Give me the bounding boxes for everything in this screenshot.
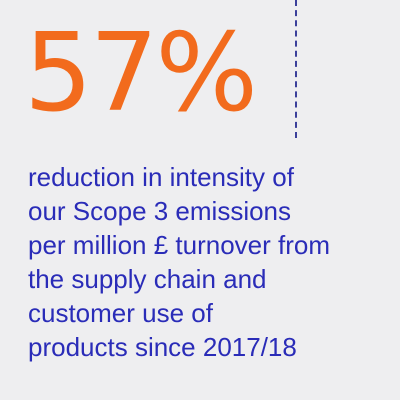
stat-value: 57% — [24, 11, 258, 136]
stat-description-line: customer use of — [28, 298, 213, 328]
stat-description-line: the supply chain and — [28, 264, 267, 294]
stat-description-line: per million £ turnover from — [28, 230, 330, 260]
stat-description-line: reduction in intensity of — [28, 162, 294, 192]
stat-description: reduction in intensity of our Scope 3 em… — [28, 160, 393, 364]
stat-description-line: products since 2017/18 — [28, 332, 297, 362]
dashed-divider — [295, 0, 297, 138]
stat-description-line: our Scope 3 emissions — [28, 196, 292, 226]
